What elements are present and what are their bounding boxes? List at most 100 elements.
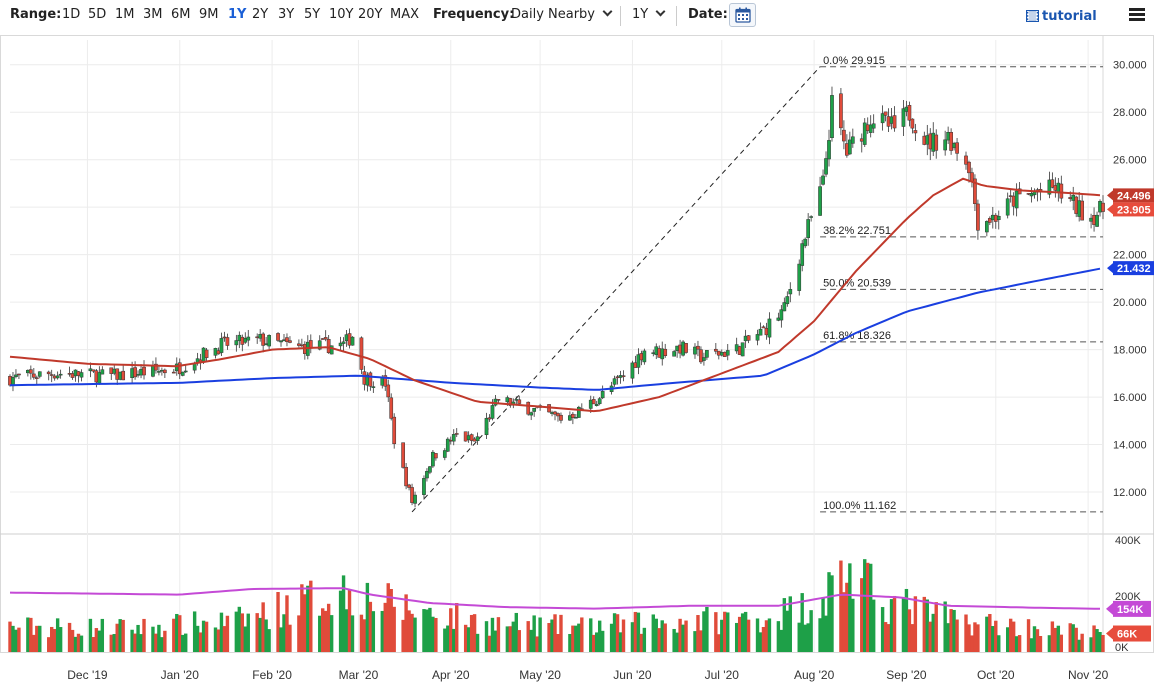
candle-body [1095,214,1099,227]
candle-body [347,333,352,346]
range-button-9m[interactable]: 9M [199,7,219,22]
candle-body [1068,197,1073,199]
candle-body [136,374,140,376]
volume-bar [195,625,200,652]
candle-body [883,111,888,116]
candle-body [240,336,245,345]
volume-bar [693,631,697,652]
volume-bar [407,610,411,652]
date-picker-button[interactable] [729,3,756,27]
candle-body [264,343,268,345]
range-button-5d[interactable]: 5D [88,7,107,22]
candle-body [964,155,968,165]
volume-bar [463,624,468,652]
candle-body [576,406,581,418]
candle-body [574,417,578,419]
candle-body [213,348,218,356]
candle-body [818,186,822,216]
candle-body [368,372,373,387]
candle-body [970,172,974,182]
candle-body [1014,190,1019,209]
candle-body [865,124,870,131]
volume-bar [97,630,102,652]
candle-body [407,484,411,488]
volume-bar [869,563,873,652]
fibonacci-level-label: 38.2% 22.751 [823,225,891,237]
range-button-2y[interactable]: 2Y [252,7,269,22]
tutorial-link[interactable]: tutorial [1026,9,1097,24]
candle-body [52,375,57,379]
range-button-10y[interactable]: 10Y [329,7,354,22]
range-button-6m[interactable]: 6M [171,7,191,22]
candle-body [219,338,224,353]
candle-body [806,219,811,238]
candle-body [848,139,852,155]
candle-body [827,140,831,160]
volume-bar [699,630,703,652]
date-tick-label: Mar '20 [339,668,379,682]
candle-body [1077,200,1082,217]
volume-bar [964,614,968,652]
range-button-20y[interactable]: 20Y [358,7,383,22]
hamburger-menu-icon[interactable] [1129,8,1145,22]
price-tick-label: 18.000 [1113,345,1147,357]
volume-bar [880,607,885,652]
volume-bar [58,627,63,652]
candle-body [782,302,787,312]
volume-bar [466,627,471,652]
volume-bar [133,633,137,652]
calendar-icon [735,7,751,23]
range-button-1y[interactable]: 1Y [228,7,247,22]
candle-body [115,368,120,380]
candle-body [824,158,828,175]
candle-body [1092,215,1096,225]
candle-body [976,203,980,231]
volume-bar [973,622,977,652]
candle-body [67,373,72,375]
candle-body [362,371,367,385]
volume-bar [142,618,146,652]
candle-body [323,337,328,340]
volume-bar [508,626,513,652]
range-button-5y[interactable]: 5Y [304,7,321,22]
candle-body [58,373,63,376]
candle-body [222,336,227,339]
volume-bar [913,596,918,652]
candle-body [285,337,289,343]
candle-body [713,348,718,352]
range-button-max[interactable]: MAX [390,7,420,22]
candle-body [389,397,394,419]
price-badge-arrow [1107,204,1113,215]
volume-bar [1029,638,1034,652]
frequency-dropdown[interactable]: Daily Nearby [511,6,613,22]
candle-body [785,296,790,305]
candle-body [681,341,685,356]
volume-bar [475,633,480,652]
period-dropdown[interactable]: 1Y [632,6,666,22]
range-button-1d[interactable]: 1D [62,7,81,22]
volume-bar [535,636,539,652]
volume-bar [612,613,617,652]
volume-badge-arrow [1106,602,1113,615]
candle-body [201,347,206,363]
volume-bar [505,626,510,652]
candle-body [326,338,331,354]
fibonacci-levels: 0.0% 29.915 38.2% 22.751 50.0% 20.539 61.8%… [411,55,1103,513]
short-moving-average-line [9,177,1101,413]
volume-bar [642,627,647,652]
range-button-1m[interactable]: 1M [115,7,135,22]
candle-body [1056,182,1061,193]
range-button-3y[interactable]: 3Y [278,7,295,22]
date-tick-label: Apr '20 [432,668,470,682]
volume-bar [967,624,971,652]
candle-body [913,130,918,134]
candle-body [130,368,134,378]
volume-bar [660,620,664,652]
candle-body [571,413,575,418]
range-button-3m[interactable]: 3M [143,7,163,22]
candle-body [49,374,54,376]
volume-bar [184,633,188,652]
volume-bar [577,623,581,652]
volume-bar [806,623,810,652]
